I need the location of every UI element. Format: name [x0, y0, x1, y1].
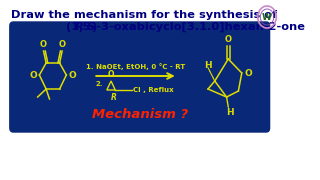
- Text: R: R: [111, 93, 116, 102]
- Text: O: O: [40, 40, 47, 49]
- Text: S: S: [87, 22, 95, 32]
- Text: Cl , Reflux: Cl , Reflux: [133, 87, 173, 93]
- Text: W: W: [262, 12, 272, 21]
- Text: R: R: [74, 22, 83, 32]
- Text: O: O: [225, 35, 232, 44]
- Text: 2.: 2.: [95, 81, 102, 87]
- Text: H: H: [204, 61, 212, 70]
- Text: O: O: [29, 71, 37, 80]
- FancyBboxPatch shape: [10, 22, 269, 132]
- Text: O: O: [108, 70, 114, 79]
- Text: O: O: [59, 40, 66, 49]
- Text: O: O: [244, 69, 252, 78]
- Text: ,5: ,5: [78, 22, 91, 32]
- Text: 1. NaOEt, EtOH, 0 °C - RT: 1. NaOEt, EtOH, 0 °C - RT: [86, 63, 185, 70]
- Text: O: O: [69, 71, 76, 80]
- Text: Mechanism ?: Mechanism ?: [92, 107, 188, 120]
- Text: )-3-oxabicyclo[3.1.0]hexan-2-one: )-3-oxabicyclo[3.1.0]hexan-2-one: [91, 22, 305, 32]
- Text: H: H: [226, 108, 234, 117]
- Text: Draw the mechanism for the synthesis of: Draw the mechanism for the synthesis of: [11, 10, 277, 20]
- Text: (1: (1: [66, 22, 79, 32]
